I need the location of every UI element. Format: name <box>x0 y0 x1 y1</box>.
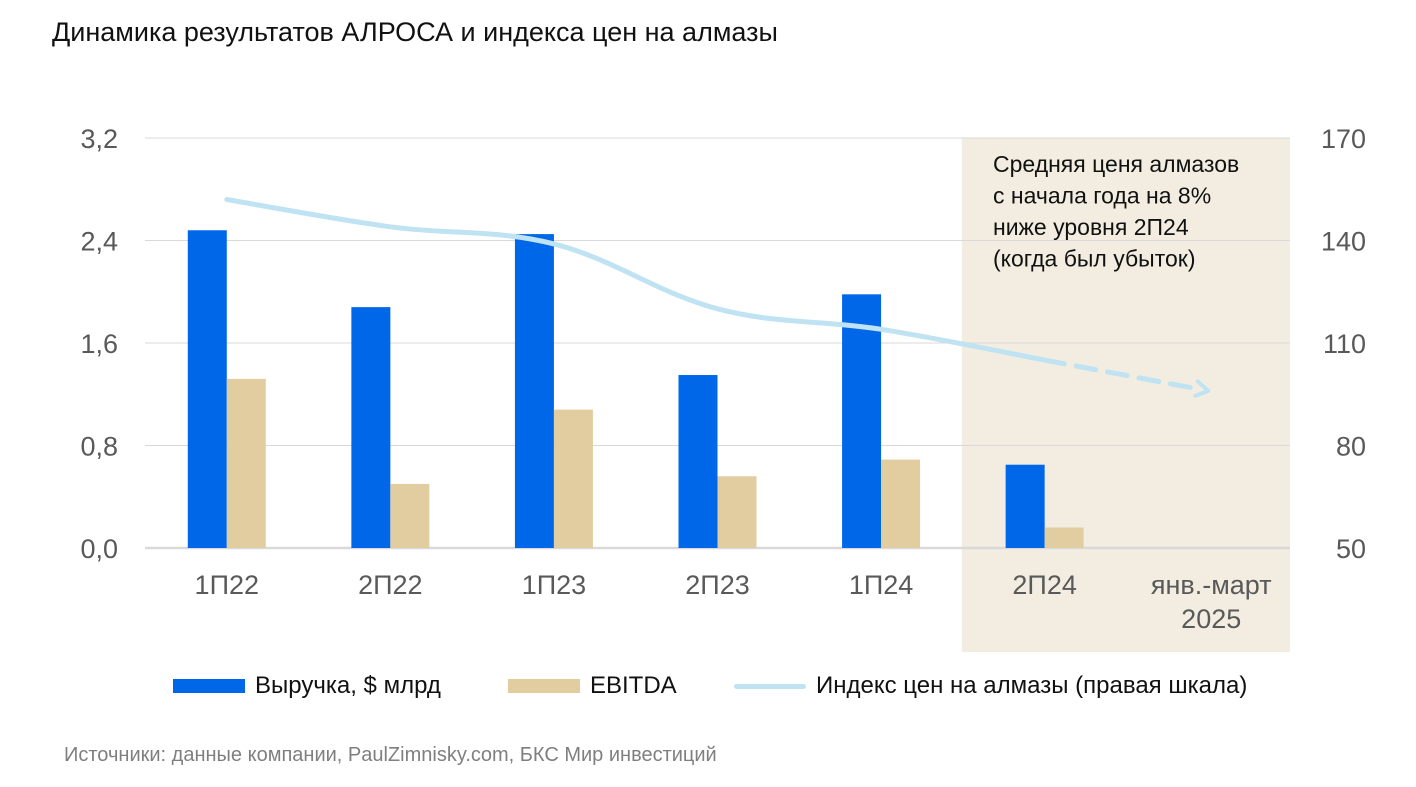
bar-revenue <box>1005 464 1045 548</box>
bar-ebitda <box>717 476 757 548</box>
x-tick-label: 2П23 <box>685 570 749 600</box>
index-line <box>224 197 1048 363</box>
arrow-head-icon <box>1193 379 1211 398</box>
y-right-tick: 140 <box>1321 227 1366 257</box>
legend-swatch-index <box>734 683 806 689</box>
y-left-tick: 2,4 <box>80 227 118 257</box>
highlight-band <box>961 138 1290 652</box>
y-right-tick: 50 <box>1336 534 1366 564</box>
legend-item-ebitda: EBITDA <box>508 668 677 704</box>
legend-label-revenue: Выручка, $ млрд <box>255 672 441 699</box>
annotation-line: с начала года на 8% <box>993 183 1211 209</box>
x-tick-label: 1П23 <box>522 570 586 600</box>
legend-item-revenue: Выручка, $ млрд <box>173 668 441 704</box>
y-left-tick: 0,0 <box>80 534 118 564</box>
source-note: Источники: данные компании, PaulZimnisky… <box>64 744 717 766</box>
legend-label-index: Индекс цен на алмазы (правая шкала) <box>816 672 1248 699</box>
x-tick-label: 2025 <box>1181 604 1241 634</box>
bar-revenue <box>351 307 391 548</box>
x-tick-label: 1П22 <box>195 570 259 600</box>
bar-revenue <box>514 234 554 548</box>
legend-swatch-revenue <box>173 679 245 693</box>
legend: Выручка, $ млрд EBITDA Индекс цен на алм… <box>0 668 1416 704</box>
x-tick-label: 2П22 <box>358 570 422 600</box>
bar-revenue <box>678 375 718 548</box>
x-tick-label: 2П24 <box>1012 570 1076 600</box>
annotation-line: Средняя ценя алмазов <box>993 151 1239 177</box>
y-left-tick: 3,2 <box>80 124 118 154</box>
bar-revenue <box>842 294 882 548</box>
index-line-forecast <box>1042 357 1201 392</box>
bar-ebitda <box>226 378 266 548</box>
y-right-tick: 80 <box>1336 432 1366 462</box>
legend-item-index: Индекс цен на алмазы (правая шкала) <box>734 668 1247 704</box>
y-left-tick: 1,6 <box>80 329 118 359</box>
annotation-line: (когда был убыток) <box>993 246 1196 272</box>
y-left-tick: 0,8 <box>80 432 118 462</box>
legend-label-ebitda: EBITDA <box>590 672 677 699</box>
y-right-tick: 110 <box>1323 329 1366 359</box>
bar-ebitda <box>881 459 921 548</box>
y-right-tick: 170 <box>1321 124 1366 154</box>
chart-title: Динамика результатов АЛРОСА и индекса це… <box>52 17 778 47</box>
legend-swatch-ebitda <box>508 679 580 693</box>
bar-revenue <box>187 230 227 548</box>
bar-ebitda <box>553 409 593 548</box>
annotation-line: ниже уровня 2П24 <box>993 214 1189 240</box>
bar-ebitda <box>1044 527 1084 548</box>
bar-ebitda <box>390 483 430 548</box>
chart-svg: 0,0 0,8 1,6 2,4 3,2 50 80 110 140 170 1П22 2П22 1П… <box>80 124 1366 652</box>
x-tick-label: янв.-март <box>1151 570 1272 600</box>
x-tick-label: 1П24 <box>849 570 913 600</box>
